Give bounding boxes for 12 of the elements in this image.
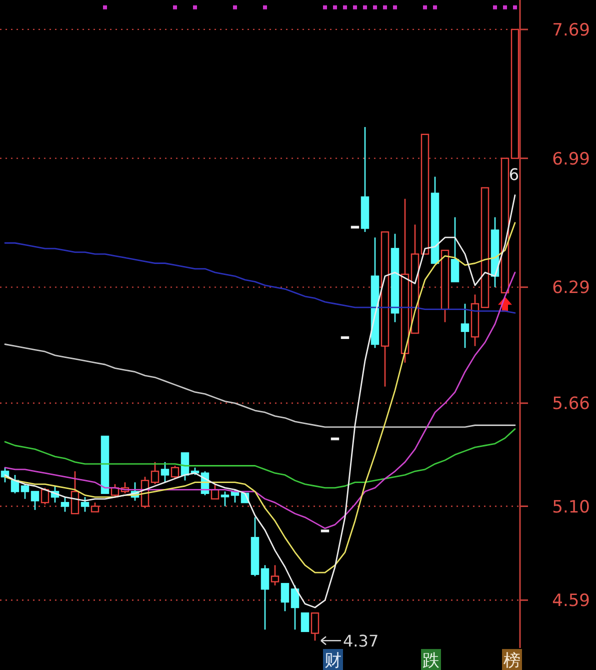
y-tick-label: 4.59 [552, 591, 590, 612]
y-tick-label: 5.10 [552, 497, 590, 518]
y-tick-label: 6.29 [552, 278, 590, 298]
y-tick-label: 7.69 [552, 20, 590, 40]
y-tick-label: 5.66 [552, 394, 590, 414]
annotation: 6 [508, 165, 520, 184]
text: 跌 [422, 651, 440, 670]
y-tick-label: 6.99 [552, 149, 590, 170]
annotation: 4.37 [343, 632, 379, 651]
text: 榜 [504, 651, 520, 670]
annotation-low: 4.37 [320, 632, 379, 651]
text: 财 [324, 651, 342, 670]
